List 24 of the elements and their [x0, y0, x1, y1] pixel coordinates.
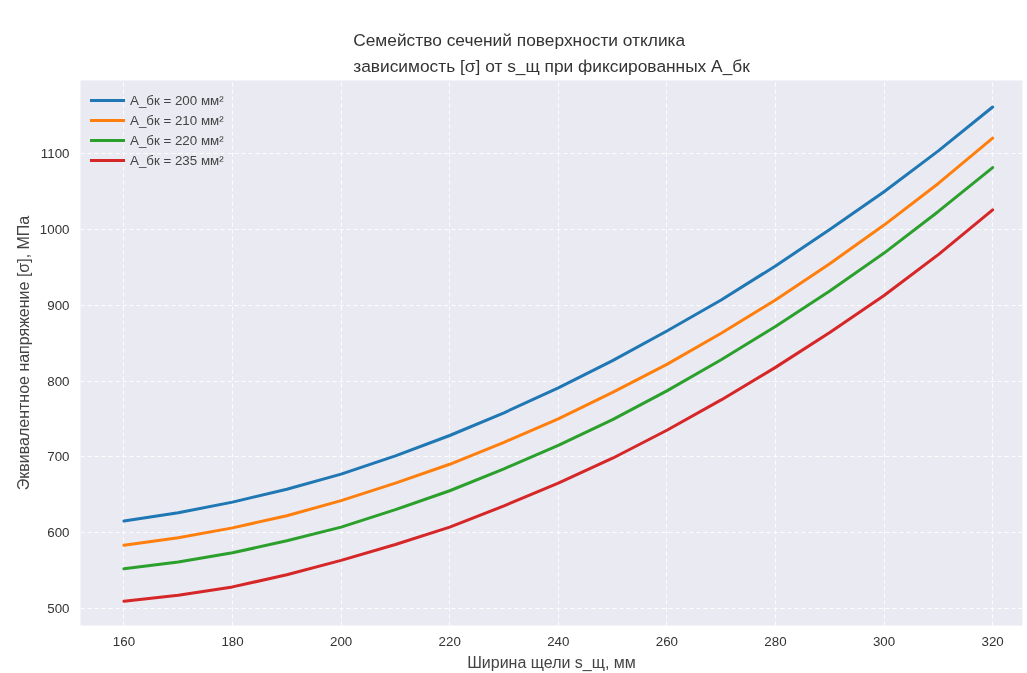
x-tick-label: 240 — [547, 633, 570, 649]
x-tick-label: 260 — [655, 633, 679, 649]
legend-label: А_бк = 200 мм² — [130, 92, 224, 108]
x-tick-label: 280 — [764, 633, 787, 649]
y-tick-label: 700 — [47, 449, 70, 465]
x-tick-label: 220 — [438, 633, 461, 649]
legend-label: А_бк = 210 мм² — [130, 112, 224, 128]
x-tick-label: 320 — [981, 633, 1004, 649]
y-tick-label: 800 — [47, 373, 70, 389]
y-tick-label: 500 — [47, 600, 70, 616]
legend-label: А_бк = 220 мм² — [130, 132, 224, 148]
x-tick-label: 200 — [329, 633, 353, 649]
chart-title: Семейство сечений поверхности отклика зависимость [σ] от s_щ при фиксированных А_бк — [353, 29, 751, 76]
y-tick-label: 1100 — [40, 146, 70, 162]
y-tick-label: 600 — [47, 524, 70, 540]
x-tick-label: 160 — [112, 633, 136, 649]
legend-label: А_бк = 235 мм² — [130, 152, 224, 168]
x-tick-label: 180 — [221, 633, 244, 649]
x-tick-label: 300 — [872, 633, 896, 649]
y-axis-title: Эквивалентное напряжение [σ], МПа — [14, 215, 32, 491]
line-series — [122, 208, 995, 603]
y-tick-label: 900 — [47, 297, 70, 313]
x-axis-title: Ширина щели s_щ, мм — [467, 653, 636, 672]
y-tick-label: 1000 — [39, 222, 70, 238]
